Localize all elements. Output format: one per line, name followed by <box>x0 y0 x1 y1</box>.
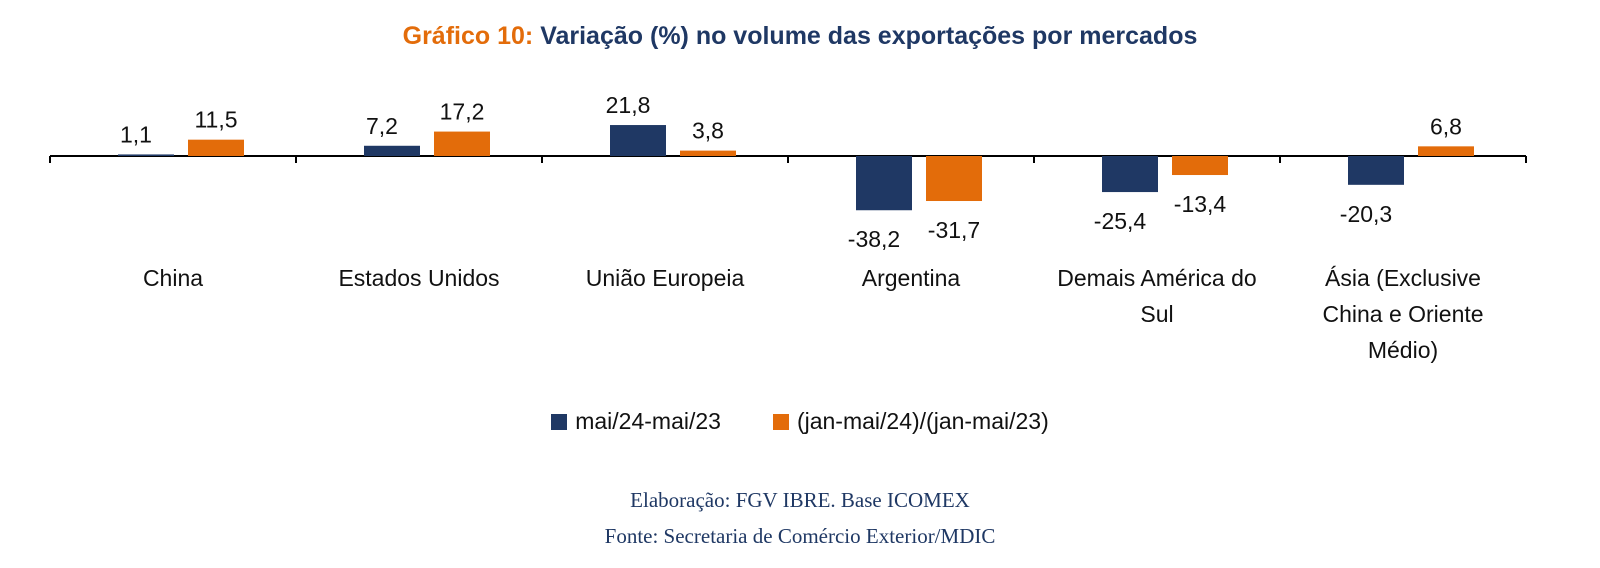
bar-series-1 <box>1348 156 1404 185</box>
category-label: Demais América do <box>1057 265 1256 291</box>
category-label: Médio) <box>1368 337 1438 363</box>
data-label-series-1: 1,1 <box>120 121 152 147</box>
bar-series-2 <box>680 150 736 156</box>
footer-source: Fonte: Secretaria de Comércio Exterior/M… <box>604 524 996 548</box>
data-label-series-2: 6,8 <box>1430 113 1462 139</box>
data-label-series-2: 11,5 <box>194 107 237 133</box>
data-label-series-2: 3,8 <box>692 118 724 144</box>
chart-legend: mai/24-mai/23 (jan-mai/24)/(jan-mai/23) <box>0 408 1600 435</box>
footer-elaboration: Elaboração: FGV IBRE. Base ICOMEX <box>630 488 970 512</box>
bar-series-1 <box>118 154 174 156</box>
bar-series-1 <box>856 156 912 211</box>
data-label-series-1: -20,3 <box>1340 201 1392 227</box>
category-label: Argentina <box>862 265 961 291</box>
legend-swatch-series-2 <box>772 413 789 430</box>
legend-swatch-series-1 <box>551 413 568 430</box>
data-label-series-2: -13,4 <box>1174 191 1227 217</box>
bar-series-2 <box>434 131 490 156</box>
category-label: China <box>143 265 203 291</box>
bar-series-2 <box>926 156 982 202</box>
data-label-series-2: 17,2 <box>440 99 485 125</box>
category-label: União Europeia <box>586 265 745 291</box>
category-label: Estados Unidos <box>338 265 499 291</box>
chart-title-text: Variação (%) no volume das exportações p… <box>540 22 1198 50</box>
legend-item-series-1: mai/24-mai/23 <box>551 408 721 435</box>
bar-series-1 <box>1102 156 1158 193</box>
category-label: China e Oriente <box>1322 301 1483 327</box>
legend-item-series-2: (jan-mai/24)/(jan-mai/23) <box>772 408 1049 435</box>
bar-series-1 <box>610 125 666 156</box>
legend-label-series-2: (jan-mai/24)/(jan-mai/23) <box>796 408 1049 434</box>
legend-label-series-1: mai/24-mai/23 <box>575 408 721 434</box>
category-label: Ásia (Exclusive <box>1325 265 1481 291</box>
data-label-series-1: -38,2 <box>848 226 900 252</box>
bar-series-2 <box>1418 146 1474 156</box>
bar-chart: 1,1 11,5 China 7,2 17,2 Estados Unidos 21,8 3,8… <box>49 92 1527 363</box>
data-label-series-1: 7,2 <box>366 113 398 139</box>
bar-series-2 <box>1172 156 1228 176</box>
data-label-series-1: 21,8 <box>606 92 651 118</box>
data-label-series-2: -31,7 <box>928 217 980 243</box>
bar-series-2 <box>188 139 244 156</box>
chart-title-prefix: Gráfico 10: <box>402 22 534 50</box>
bar-series-1 <box>364 145 420 156</box>
data-label-series-1: -25,4 <box>1094 208 1147 234</box>
chart-title: Gráfico 10: Variação (%) no volume das e… <box>0 22 1600 51</box>
category-label: Sul <box>1140 301 1173 327</box>
